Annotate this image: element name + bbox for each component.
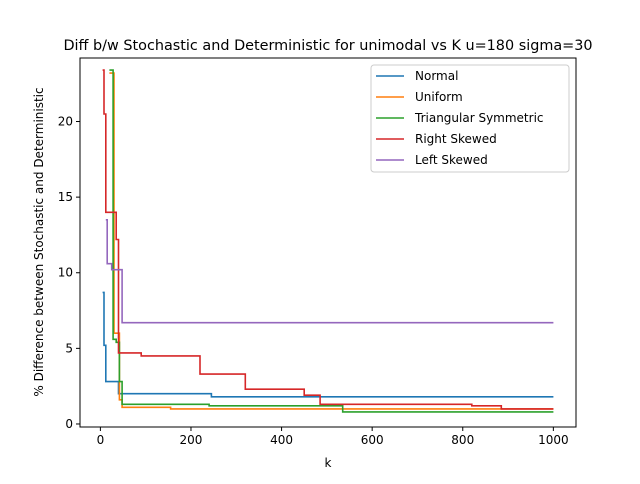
x-tick-label: 800 — [451, 433, 474, 447]
x-tick-label: 200 — [180, 433, 203, 447]
y-axis: 0 5 10 15 20 — [58, 115, 80, 431]
series-line-left-skewed — [105, 219, 554, 324]
series-line-uniform — [109, 72, 554, 410]
y-tick-label: 20 — [58, 115, 73, 129]
x-axis: 0 200 400 600 800 1000 — [97, 427, 569, 447]
plot-area — [102, 69, 554, 413]
y-axis-label: % Difference between Stochastic and Dete… — [32, 87, 46, 396]
legend-label: Normal — [415, 69, 458, 83]
series-line-normal — [102, 291, 554, 398]
legend-label: Triangular Symmetric — [414, 111, 544, 125]
axes-frame — [79, 57, 577, 428]
chart-title: Diff b/w Stochastic and Deterministic fo… — [63, 38, 592, 54]
legend-label: Right Skewed — [415, 132, 497, 146]
x-tick-label: 1000 — [538, 433, 569, 447]
y-tick-label: 0 — [65, 417, 73, 431]
x-tick-label: 400 — [270, 433, 293, 447]
legend-box — [370, 64, 570, 173]
x-tick-label: 600 — [361, 433, 384, 447]
legend-label: Left Skewed — [415, 153, 488, 167]
y-tick-label: 15 — [58, 190, 73, 204]
series-line-right-skewed — [102, 69, 554, 410]
legend: Normal Uniform Triangular Symmetric Right S… — [370, 64, 570, 173]
y-tick-label: 5 — [65, 341, 73, 355]
y-tick-label: 10 — [58, 266, 73, 280]
x-axis-label: k — [325, 456, 332, 470]
series-line-triangular-symmetric — [109, 69, 554, 413]
legend-label: Uniform — [415, 90, 463, 104]
x-tick-label: 0 — [97, 433, 105, 447]
